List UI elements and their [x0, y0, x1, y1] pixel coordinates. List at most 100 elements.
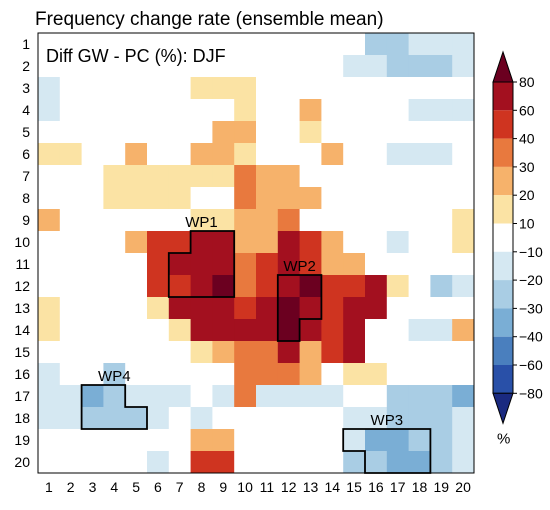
colorbar: 80 60 40 30 20 10 −10 −20 −30 −40 −60 −80%: [492, 50, 543, 447]
y-tick-label: 15: [14, 344, 30, 360]
heatmap-cell: [38, 319, 61, 342]
heatmap-cell: [38, 363, 61, 386]
heatmap-cell: [430, 297, 453, 320]
heatmap-cell: [212, 165, 235, 188]
heatmap-cell: [277, 209, 300, 232]
colorbar-segment: [493, 308, 513, 337]
heatmap-cell: [299, 99, 322, 122]
heatmap-cell: [38, 143, 61, 166]
heatmap-cell: [452, 165, 475, 188]
colorbar-tick-label: 40: [519, 131, 535, 147]
heatmap-cell: [277, 319, 300, 342]
heatmap-cell: [365, 231, 388, 254]
heatmap-cell: [277, 429, 300, 452]
heatmap-cell: [365, 407, 388, 430]
heatmap-cell: [386, 451, 409, 474]
colorbar-tick-label: 20: [519, 187, 535, 203]
heatmap-cell: [430, 121, 453, 144]
y-tick-label: 18: [14, 410, 30, 426]
heatmap-cell: [190, 121, 213, 144]
heatmap-cell: [256, 253, 279, 276]
heatmap-cell: [125, 341, 148, 364]
heatmap-cell: [103, 55, 126, 78]
colorbar-segment: [493, 138, 513, 167]
x-tick-label: 10: [237, 479, 253, 495]
heatmap-cell: [38, 341, 61, 364]
heatmap-cell: [343, 297, 366, 320]
heatmap-cell: [234, 297, 257, 320]
heatmap-cell: [277, 165, 300, 188]
heatmap-cell: [430, 231, 453, 254]
heatmap-cell: [212, 99, 235, 122]
x-tick-label: 8: [198, 479, 206, 495]
heatmap-cell: [408, 143, 431, 166]
region-outlines: WP1 WP2 WP3 WP4: [80, 214, 432, 474]
heatmap-cell: [430, 451, 453, 474]
heatmap-cell: [125, 55, 148, 78]
heatmap-cell: [343, 143, 366, 166]
heatmap-cell: [277, 297, 300, 320]
heatmap-cell: [59, 385, 82, 408]
heatmap-cell: [321, 143, 344, 166]
heatmap-cell: [103, 77, 126, 100]
heatmap-cell: [234, 231, 257, 254]
region-label: WP3: [371, 412, 404, 429]
heatmap-cell: [103, 231, 126, 254]
heatmap-cell: [365, 319, 388, 342]
y-tick-label: 7: [22, 168, 30, 184]
heatmap-cell: [168, 253, 191, 276]
heatmap-cell: [452, 429, 475, 452]
heatmap-cell: [343, 55, 366, 78]
heatmap-cell: [147, 297, 170, 320]
heatmap-cell: [321, 55, 344, 78]
heatmap-cell: [103, 187, 126, 210]
chart-annotation: Diff GW - PC (%): DJF: [46, 46, 226, 66]
heatmap-cell: [277, 77, 300, 100]
heatmap-cell: [343, 253, 366, 276]
heatmap-cell: [343, 209, 366, 232]
heatmap-cell: [147, 231, 170, 254]
heatmap-cell: [299, 187, 322, 210]
heatmap-cell: [452, 121, 475, 144]
colorbar-segment: [493, 110, 513, 139]
colorbar-segment: [493, 195, 513, 224]
heatmap-cell: [81, 407, 104, 430]
heatmap-cell: [59, 429, 82, 452]
heatmap-cell: [38, 407, 61, 430]
heatmap-cell: [168, 77, 191, 100]
heatmap-cell: [212, 429, 235, 452]
heatmap-cell: [299, 33, 322, 56]
heatmap-cell: [190, 297, 213, 320]
heatmap-cell: [81, 253, 104, 276]
heatmap-cell: [321, 165, 344, 188]
heatmap-cell: [408, 77, 431, 100]
heatmap-cell: [321, 451, 344, 474]
heatmap-cell: [190, 165, 213, 188]
heatmap-cell: [190, 209, 213, 232]
heatmap-cell: [147, 143, 170, 166]
heatmap-cell: [190, 341, 213, 364]
heatmap-cell: [277, 385, 300, 408]
heatmap-cell: [147, 385, 170, 408]
heatmap-cell: [147, 451, 170, 474]
heatmap-cell: [125, 319, 148, 342]
heatmap-cell: [408, 429, 431, 452]
heatmap-cells: [38, 33, 475, 474]
heatmap-cell: [343, 341, 366, 364]
y-tick-label: 2: [22, 58, 30, 74]
region-label: WP2: [283, 258, 316, 275]
heatmap-cell: [190, 363, 213, 386]
heatmap-cell: [430, 363, 453, 386]
heatmap-cell: [168, 33, 191, 56]
heatmap-cell: [190, 429, 213, 452]
heatmap-cell: [103, 407, 126, 430]
colorbar-segment: [493, 223, 513, 252]
heatmap-cell: [168, 165, 191, 188]
heatmap-cell: [125, 297, 148, 320]
heatmap-cell: [212, 121, 235, 144]
heatmap-cell: [452, 297, 475, 320]
heatmap-cell: [452, 143, 475, 166]
heatmap-cell: [408, 407, 431, 430]
heatmap-cell: [147, 341, 170, 364]
